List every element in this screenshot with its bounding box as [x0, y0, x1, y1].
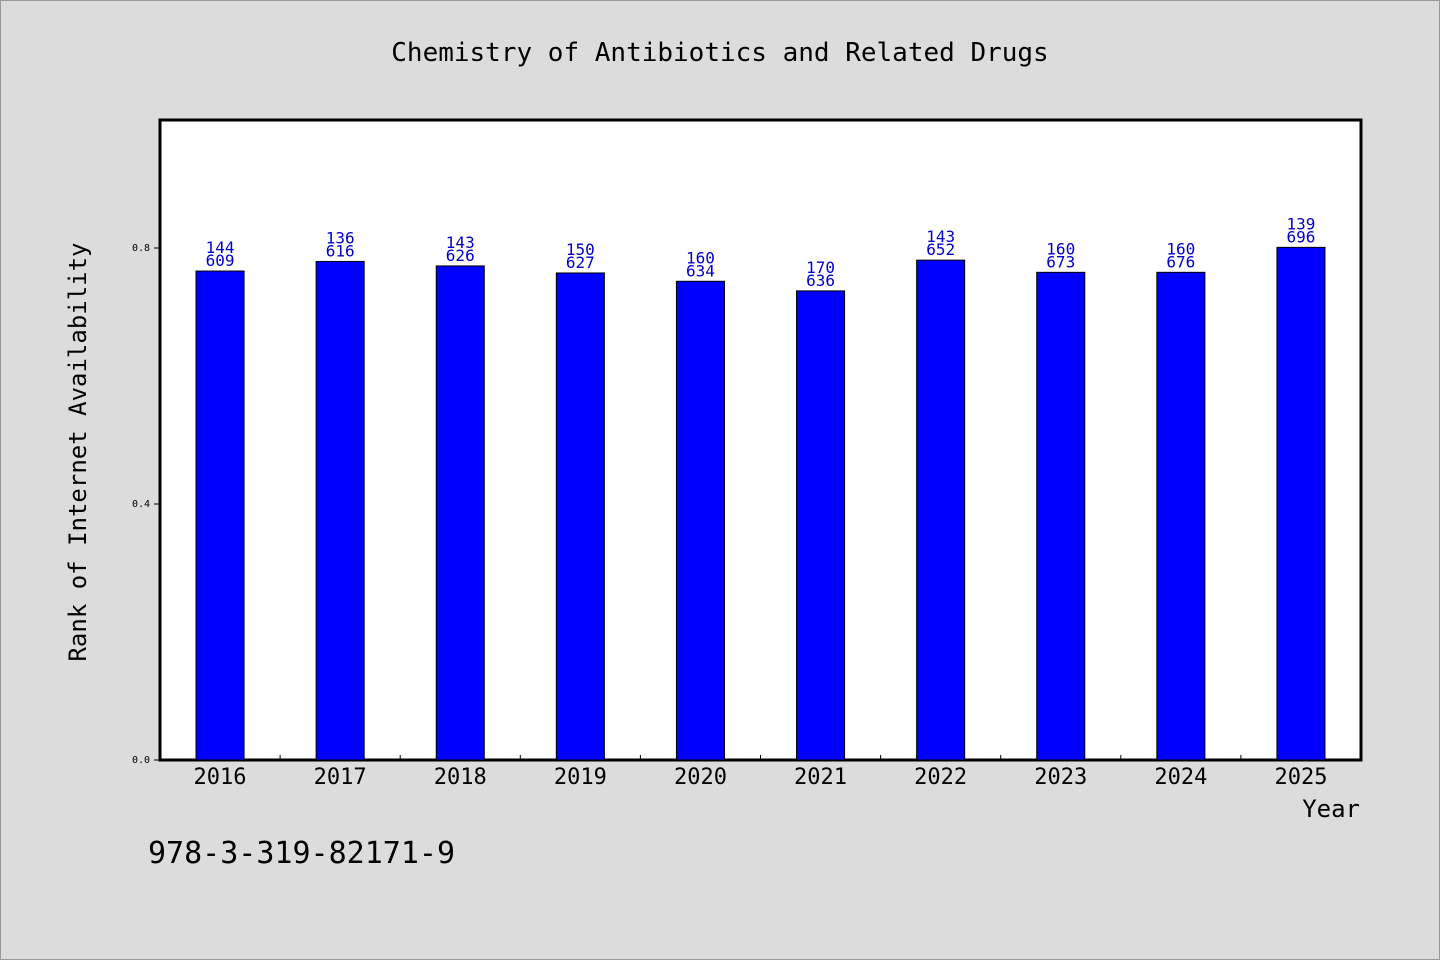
x-axis-label: Year — [1302, 795, 1360, 823]
bar-2016 — [195, 270, 245, 761]
x-tick-label-2021: 2021 — [794, 765, 847, 790]
bar-2024 — [1156, 271, 1206, 761]
bar-label-bottom-2019: 627 — [566, 253, 595, 272]
x-axis: 2016 2017 2018 2019 2020 2021 2022 2023 2024 2025 — [194, 755, 1327, 790]
y-axis-label: Rank of Internet Availability — [64, 242, 92, 661]
x-tick-label-2017: 2017 — [314, 765, 367, 790]
bar-2018 — [435, 265, 485, 761]
y-tick-label-2: 0.8 — [132, 243, 150, 254]
bar-label-bottom-2017: 616 — [326, 241, 355, 260]
bar-label-top-2016: 144 — [206, 238, 235, 257]
y-tick-label-0: 0.0 — [132, 755, 150, 766]
bar-label-top-2021: 170 — [806, 258, 835, 277]
bar-label-top-2023: 160 — [1046, 239, 1075, 258]
x-tick-label-2016: 2016 — [194, 765, 247, 790]
bar-2023 — [1036, 271, 1086, 761]
x-tick-label-2018: 2018 — [434, 765, 487, 790]
bars — [195, 246, 1326, 761]
bar-label-top-2019: 150 — [566, 240, 595, 259]
x-tick-label-2025: 2025 — [1274, 765, 1327, 790]
bar-label-top-2017: 136 — [326, 228, 355, 247]
bar-2022 — [916, 259, 966, 761]
bar-label-bottom-2020: 634 — [686, 261, 715, 280]
bar-2019 — [555, 272, 605, 761]
bar-label-top-2020: 160 — [686, 248, 715, 267]
x-tick-label-2020: 2020 — [674, 765, 727, 790]
bar-label-bottom-2016: 609 — [206, 251, 235, 270]
bar-label-bottom-2025: 696 — [1286, 227, 1315, 246]
x-tick-label-2023: 2023 — [1034, 765, 1087, 790]
bar-label-bottom-2022: 652 — [926, 240, 955, 259]
x-tick-label-2022: 2022 — [914, 765, 967, 790]
bar-label-bottom-2024: 676 — [1166, 252, 1195, 271]
bar-label-top-2025: 139 — [1286, 214, 1315, 233]
bar-label-bottom-2023: 673 — [1046, 252, 1075, 271]
bar-label-bottom-2021: 636 — [806, 271, 835, 290]
bar-2025 — [1276, 246, 1326, 761]
y-tick-label-1: 0.4 — [132, 499, 150, 510]
x-tick-label-2024: 2024 — [1154, 765, 1207, 790]
bar-label-bottom-2018: 626 — [446, 246, 475, 265]
bar-2021 — [796, 290, 846, 761]
bar-label-top-2018: 143 — [446, 233, 475, 252]
bar-2020 — [675, 280, 725, 761]
y-axis: 0.0 0.4 0.8 — [132, 243, 160, 766]
bar-label-top-2024: 160 — [1166, 239, 1195, 258]
bar-2017 — [315, 260, 365, 761]
chart-title: Chemistry of Antibiotics and Related Dru… — [391, 38, 1048, 68]
bar-label-top-2022: 143 — [926, 227, 955, 246]
x-tick-label-2019: 2019 — [554, 765, 607, 790]
isbn-label: 978-3-319-82171-9 — [148, 836, 455, 871]
